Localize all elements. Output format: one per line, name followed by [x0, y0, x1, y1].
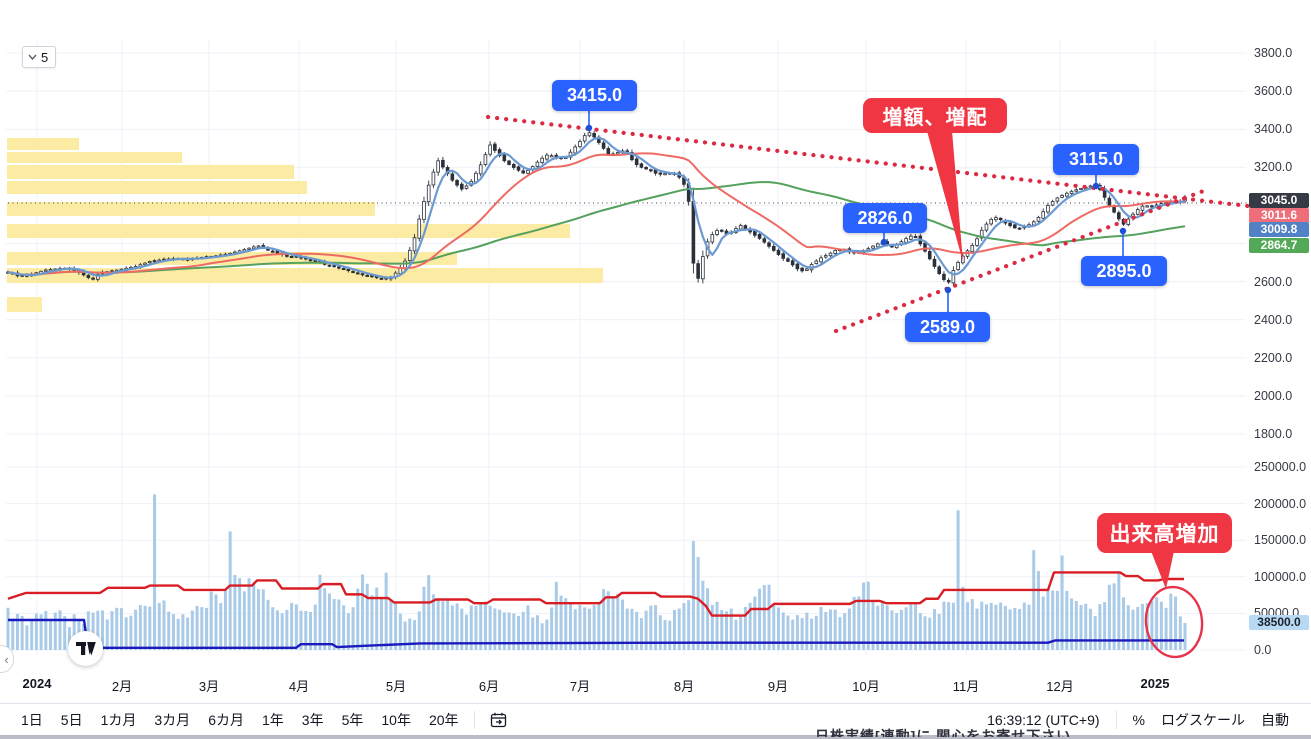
- annotation-bubble[interactable]: 増額、増配: [863, 98, 1007, 133]
- volume-axis-tick: 0.0: [1254, 643, 1272, 657]
- volume-axis-tick: 150000.0: [1254, 533, 1307, 548]
- price-callout-label[interactable]: 2589.0: [905, 312, 990, 342]
- price-value-tag: 3009.8: [1249, 222, 1309, 237]
- price-value-tag: 2864.7: [1249, 238, 1309, 253]
- tradingview-logo-glyph: [75, 641, 96, 655]
- price-axis-tick: 2000.0: [1254, 388, 1293, 403]
- volume-bars: [6, 494, 1187, 650]
- trendline-descending[interactable]: [485, 114, 1251, 209]
- price-axis-tick: 3200.0: [1254, 160, 1293, 175]
- volume-ma-red-line: [7, 571, 1184, 617]
- bottom-toolbar: 1日 5日 1カ月 3カ月 6カ月 1年 3年 5年 10年 20年 16:39:12 (UTC+…: [0, 703, 1311, 735]
- price-ma-line-ma5: [7, 136, 1186, 279]
- range-button[interactable]: 20年: [428, 711, 459, 728]
- range-button[interactable]: 3カ月: [154, 711, 191, 728]
- volume-axis-tick: 200000.0: [1254, 496, 1307, 511]
- volume-ma-blue-line: [8, 618, 1184, 650]
- price-callout-label[interactable]: 3115.0: [1053, 144, 1139, 175]
- window-bottom-strip: [0, 735, 1311, 739]
- range-button[interactable]: 3年: [301, 711, 324, 728]
- clock: 16:39:12 (UTC+9): [987, 711, 1100, 728]
- time-axis-label: 12月: [1046, 679, 1074, 694]
- time-axis-label: 9月: [767, 679, 789, 694]
- percent-scale-button[interactable]: %: [1132, 711, 1145, 728]
- price-value-tag: 3045.0: [1249, 193, 1309, 208]
- auto-scale-button[interactable]: 自動: [1261, 711, 1289, 728]
- callout-anchor-dot: [944, 286, 952, 294]
- volume-highlight-ellipse[interactable]: [1142, 584, 1205, 659]
- range-button[interactable]: 10年: [381, 711, 411, 728]
- calendar-icon: [490, 712, 506, 727]
- time-axis-label: 4月: [288, 679, 310, 694]
- price-axis-tick: 3600.0: [1254, 84, 1293, 99]
- bubble-tail: [1151, 551, 1174, 589]
- price-callout-label[interactable]: 2826.0: [843, 203, 927, 233]
- range-button[interactable]: 5日: [60, 711, 83, 728]
- bubble-tail: [927, 131, 963, 262]
- callout-anchor-dot: [1092, 182, 1100, 190]
- legend-count: 5: [41, 49, 49, 65]
- toolbar-divider: [473, 710, 475, 729]
- time-axis-label: 7月: [569, 679, 591, 694]
- range-button[interactable]: 6カ月: [208, 711, 244, 728]
- volume-value-tag: 38500.0: [1249, 615, 1309, 630]
- price-ma-line-ma25: [7, 152, 1186, 276]
- price-callout-label[interactable]: 2895.0: [1081, 256, 1167, 286]
- range-button[interactable]: 1カ月: [100, 711, 137, 728]
- price-value-tag: 3011.6: [1249, 208, 1309, 223]
- time-axis-label: 2025: [1140, 676, 1170, 691]
- time-axis-label: 10月: [852, 679, 880, 694]
- range-buttons: 1日 5日 1カ月 3カ月 6カ月 1年 3年 5年 10年 20年: [14, 707, 466, 733]
- range-button[interactable]: 1年: [261, 711, 284, 728]
- callout-anchor-dot: [585, 124, 593, 132]
- annotation-bubble[interactable]: 出来高増加: [1097, 513, 1232, 553]
- chevron-left-icon: ‹: [4, 651, 9, 667]
- price-axis-tick: 2600.0: [1254, 274, 1293, 289]
- price-axis-tick: 3400.0: [1254, 122, 1293, 137]
- time-axis-label: 6月: [478, 679, 500, 694]
- log-scale-button[interactable]: ログスケール: [1161, 711, 1245, 728]
- price-axis-tick: 1800.0: [1254, 427, 1293, 441]
- volume-axis-tick: 100000.0: [1254, 569, 1307, 584]
- time-axis-label: 2024: [22, 676, 52, 691]
- price-ma-line-ma75: [7, 181, 1186, 276]
- volume-axis-tick: 250000.0: [1254, 460, 1307, 474]
- time-axis-label: 11月: [952, 679, 980, 694]
- yellow-zone-bars: [7, 138, 603, 312]
- range-button[interactable]: 5年: [341, 711, 364, 728]
- toolbar-divider: [1115, 710, 1117, 729]
- range-button[interactable]: 1日: [21, 711, 43, 728]
- legend-collapse-chip[interactable]: 5: [22, 46, 57, 68]
- time-axis-label: 8月: [673, 679, 695, 694]
- callout-anchor-dot: [1119, 227, 1127, 235]
- time-axis-label: 3月: [198, 679, 220, 694]
- time-axis-label: 2月: [111, 679, 133, 694]
- cropped-background-text: 日株実績[連動]に 関心をお寄せ下さい: [815, 728, 1072, 737]
- price-axis-tick: 2200.0: [1254, 350, 1293, 365]
- callout-anchor-dot: [880, 238, 888, 246]
- price-axis-tick: 2400.0: [1254, 312, 1293, 327]
- price-axis-tick: 3800.0: [1254, 46, 1293, 60]
- go-to-date-button[interactable]: [483, 709, 514, 731]
- tradingview-logo[interactable]: [68, 631, 103, 666]
- gridlines: [6, 40, 1246, 655]
- time-axis-label: 5月: [385, 679, 407, 694]
- price-callout-label[interactable]: 3415.0: [552, 80, 637, 111]
- chevron-down-icon: [28, 54, 37, 60]
